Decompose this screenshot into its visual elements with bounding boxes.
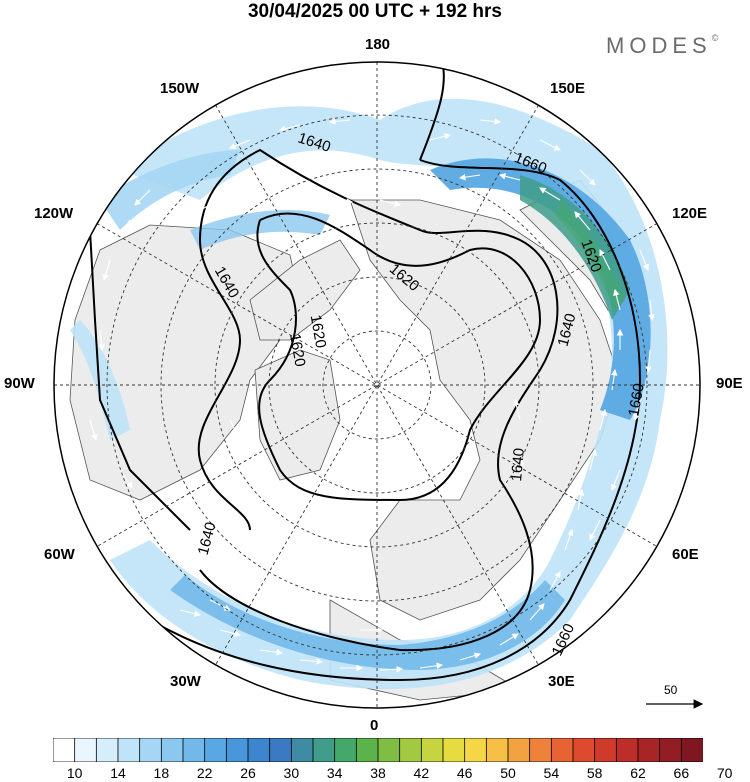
colorbar-swatch (290, 738, 314, 762)
colorbar-tick-label: 22 (196, 765, 213, 781)
contour-label: 1620 (286, 332, 309, 368)
lon-label-90w: 90W (4, 375, 35, 392)
lon-label-120e: 120E (672, 205, 708, 222)
graticule (54, 62, 700, 708)
lon-label-90e: 90E (716, 375, 743, 392)
map-title: 30/04/2025 00 UTC + 192 hrs (247, 1, 503, 22)
greenland-land (254, 349, 341, 481)
contour-label: 1620 (307, 314, 330, 350)
colorbar-swatch (74, 738, 98, 762)
brand-copyright-mark: © (711, 33, 719, 43)
brand-logo: MODES© (606, 33, 718, 59)
lon-label-120w: 120W (34, 205, 74, 222)
colorbar-swatch (53, 738, 76, 762)
colorbar-tick-label: 34 (326, 765, 343, 781)
reference-vector-arrow (646, 699, 704, 709)
colorbar-swatch (485, 738, 509, 762)
colorbar-swatch (680, 738, 703, 762)
colorbar-swatch (637, 738, 661, 762)
colorbar-swatch (659, 738, 683, 762)
polar-map: 1640 1660 1620 1640 1620 1620 1640 1640 … (53, 61, 701, 709)
colorbar-swatch (204, 738, 228, 762)
wind-vectors (89, 118, 655, 673)
lon-label-60w: 60W (44, 546, 75, 563)
lon-label-30w: 30W (170, 673, 201, 690)
colorbar-tick-label: 46 (456, 765, 473, 781)
colorbar-swatch (442, 738, 466, 762)
eurasia-land (349, 199, 621, 621)
wind-speed-shading (70, 98, 668, 690)
colorbar-swatch (95, 738, 119, 762)
colorbar-tick-label: 30 (283, 765, 300, 781)
colorbar-tick-label: 14 (110, 765, 126, 781)
colorbar-swatch (377, 738, 401, 762)
colorbar-tick-label: 26 (240, 765, 256, 781)
colorbar-tick-label: 50 (500, 765, 516, 781)
contour-1640 (89, 148, 559, 652)
colorbar-swatch (160, 738, 184, 762)
brand-name: MODES (606, 33, 712, 58)
colorbar-tick-label: 18 (153, 765, 170, 781)
colorbar-swatch (550, 738, 574, 762)
lon-label-30e: 30E (548, 673, 575, 690)
colorbar-swatch (355, 738, 379, 762)
canadian-archipelago-land (249, 239, 361, 341)
lon-label-150w: 150W (160, 80, 200, 97)
colorbar-tick-label: 66 (673, 765, 690, 781)
colorbar-swatch (225, 738, 249, 762)
colorbar-swatch (269, 738, 293, 762)
colorbar-swatch (139, 738, 163, 762)
colorbar-swatch (182, 738, 206, 762)
lon-label-60e: 60E (672, 546, 699, 563)
colorbar-tick-label: 54 (543, 765, 560, 781)
lon-label-150e: 150E (550, 80, 586, 97)
colorbar-swatch (507, 738, 531, 762)
colorbar-tick-label: 58 (586, 765, 603, 781)
colorbar-swatch (572, 738, 596, 762)
lon-label-0: 0 (370, 717, 379, 734)
contour-label: 1660 (625, 382, 648, 418)
colorbar-swatch (464, 738, 488, 762)
colorbar-swatch (529, 738, 553, 762)
colorbar-swatch (312, 738, 336, 762)
colorbar-swatch (594, 738, 618, 762)
colorbar-swatch (247, 738, 271, 762)
reference-vector-label: 50 (664, 683, 678, 697)
colorbar-tick-label: 42 (413, 765, 430, 781)
colorbar-swatch (399, 738, 423, 762)
map-border (53, 61, 701, 709)
colorbar-tick-label: 10 (66, 765, 83, 781)
colorbar-swatch (420, 738, 444, 762)
colorbar-swatch (334, 738, 358, 762)
colorbar-tick-label: 38 (370, 765, 386, 781)
colorbar-swatch (117, 738, 141, 762)
colorbar (53, 738, 703, 762)
contour-1620 (256, 212, 542, 502)
lon-label-180: 180 (365, 36, 391, 53)
colorbar-tick-label: 62 (630, 765, 646, 781)
contour-label: 1640 (508, 447, 528, 482)
colorbar-swatch (615, 738, 639, 762)
colorbar-tick-label: 70 (716, 765, 733, 781)
